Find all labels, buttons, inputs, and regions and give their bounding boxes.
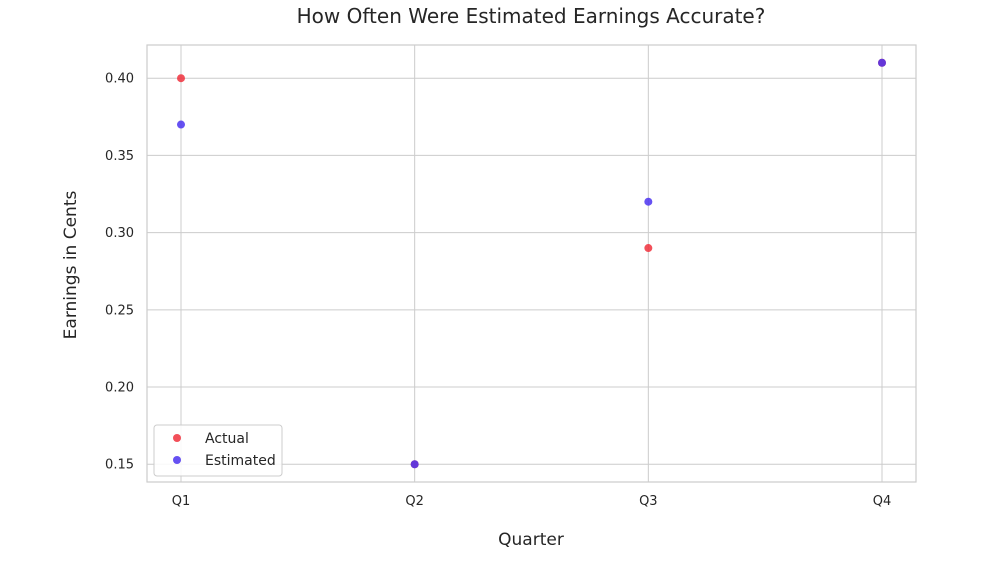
chart-title: How Often Were Estimated Earnings Accura… — [297, 4, 766, 28]
x-tick-label: Q2 — [405, 494, 424, 509]
y-tick-labels: 0.15 0.20 0.25 0.30 0.35 0.40 — [105, 72, 134, 473]
legend-label-estimated: Estimated — [205, 453, 276, 469]
y-tick-label: 0.40 — [105, 72, 134, 87]
legend: Actual Estimated — [153, 424, 283, 477]
plot-frame — [146, 44, 917, 483]
data-point-actual — [177, 74, 185, 83]
legend-label-actual: Actual — [205, 431, 249, 447]
data-points — [177, 58, 886, 469]
y-axis-label: Earnings in Cents — [61, 191, 81, 340]
x-axis-label: Quarter — [498, 530, 564, 550]
legend-marker-estimated — [173, 456, 181, 464]
y-tick-label: 0.25 — [105, 303, 134, 318]
y-tick-label: 0.35 — [105, 149, 134, 164]
data-point-actual — [644, 244, 653, 253]
legend-marker-actual — [173, 434, 181, 442]
x-tick-label: Q1 — [172, 494, 191, 509]
gridlines — [147, 45, 916, 482]
x-tick-labels: Q1 Q2 Q3 Q4 — [172, 494, 892, 509]
legend-box — [153, 424, 283, 477]
y-tick-label: 0.15 — [105, 458, 134, 473]
data-point-estimated — [177, 120, 185, 129]
data-point-estimated — [878, 58, 886, 67]
x-tick-label: Q4 — [873, 494, 892, 509]
data-point-estimated — [644, 197, 653, 206]
x-tick-label: Q3 — [639, 494, 658, 509]
data-point-estimated — [410, 460, 419, 469]
y-tick-label: 0.20 — [105, 381, 134, 396]
y-tick-label: 0.30 — [105, 226, 134, 241]
